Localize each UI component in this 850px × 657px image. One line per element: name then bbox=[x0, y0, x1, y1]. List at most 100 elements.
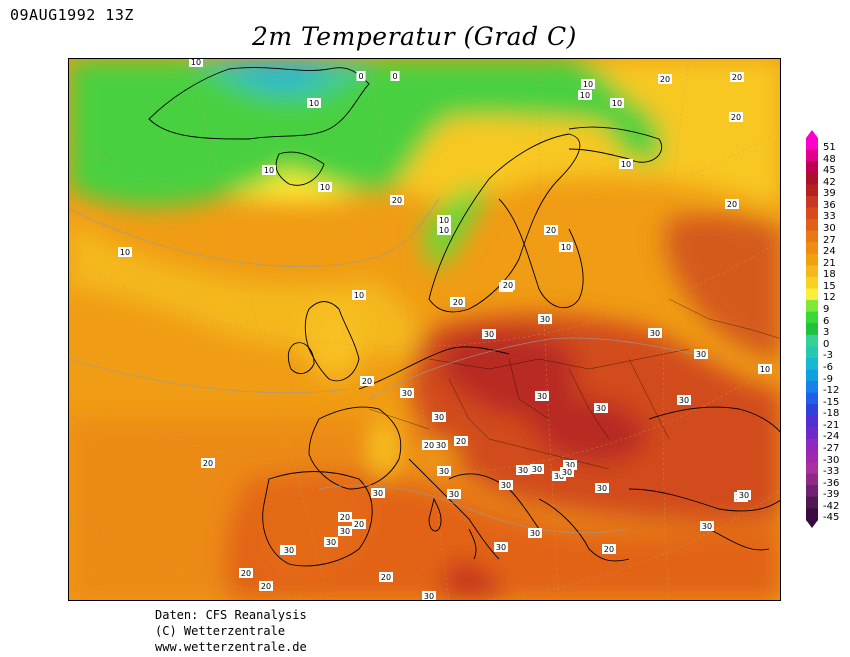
legend-colorbar bbox=[806, 130, 818, 528]
legend-swatch bbox=[806, 415, 818, 428]
legend-level-label: 6 bbox=[823, 315, 830, 327]
legend-level-label: 15 bbox=[823, 280, 836, 292]
isotherm-label: 30 bbox=[499, 480, 513, 490]
svg-text:30: 30 bbox=[679, 396, 689, 405]
legend-level-label: 42 bbox=[823, 176, 836, 188]
isotherm-label: 30 bbox=[700, 521, 714, 531]
isotherm-label: 20 bbox=[422, 440, 436, 450]
isotherm-label: 10 bbox=[307, 98, 321, 108]
legend-level-label: 9 bbox=[823, 304, 830, 316]
svg-text:20: 20 bbox=[381, 573, 391, 582]
legend-swatch bbox=[806, 450, 818, 463]
svg-text:30: 30 bbox=[596, 404, 606, 413]
isotherm-label: 20 bbox=[390, 195, 404, 205]
svg-text:10: 10 bbox=[191, 59, 201, 67]
svg-text:20: 20 bbox=[731, 113, 741, 122]
legend-swatch bbox=[806, 323, 818, 336]
legend-swatch bbox=[806, 138, 818, 151]
isotherm-label: 30 bbox=[563, 460, 577, 470]
legend-arrow-top bbox=[806, 130, 818, 138]
legend-swatch bbox=[806, 172, 818, 185]
isotherm-label: 30 bbox=[552, 471, 566, 481]
isotherm-label: 30 bbox=[447, 489, 461, 499]
legend-level-label: -21 bbox=[823, 419, 840, 431]
svg-text:30: 30 bbox=[424, 592, 434, 601]
isotherm-label: 30 bbox=[560, 467, 574, 477]
legend-swatch bbox=[806, 485, 818, 498]
svg-text:30: 30 bbox=[702, 522, 712, 531]
svg-text:30: 30 bbox=[554, 472, 564, 481]
isotherm-label: 20 bbox=[725, 199, 739, 209]
timestamp: 09AUG1992 13Z bbox=[10, 6, 134, 24]
svg-text:30: 30 bbox=[696, 350, 706, 359]
legend-swatch bbox=[806, 195, 818, 208]
legend-swatch bbox=[806, 404, 818, 417]
svg-text:30: 30 bbox=[562, 468, 572, 477]
svg-text:10: 10 bbox=[120, 248, 130, 257]
svg-text:30: 30 bbox=[284, 546, 294, 555]
legend-level-label: 48 bbox=[823, 153, 836, 165]
legend-swatch bbox=[806, 149, 818, 162]
isotherm-label: 0 bbox=[356, 71, 366, 81]
svg-text:10: 10 bbox=[612, 99, 622, 108]
svg-text:0: 0 bbox=[392, 72, 397, 81]
isotherm-label: 30 bbox=[437, 466, 451, 476]
svg-text:30: 30 bbox=[530, 529, 540, 538]
isotherm-label: 20 bbox=[379, 572, 393, 582]
legend-swatch bbox=[806, 161, 818, 174]
isotherm-label: 30 bbox=[535, 391, 549, 401]
isotherm-label: 30 bbox=[494, 542, 508, 552]
svg-text:10: 10 bbox=[561, 243, 571, 252]
legend-swatch bbox=[806, 207, 818, 220]
svg-text:20: 20 bbox=[453, 298, 463, 307]
legend-swatch bbox=[806, 184, 818, 197]
svg-text:30: 30 bbox=[650, 329, 660, 338]
isotherm-label: 10 bbox=[437, 215, 451, 225]
legend-swatch bbox=[806, 473, 818, 486]
svg-text:20: 20 bbox=[727, 200, 737, 209]
isotherm-label: 10 bbox=[437, 225, 451, 235]
isotherm-label: 20 bbox=[201, 458, 215, 468]
svg-text:10: 10 bbox=[309, 99, 319, 108]
svg-text:30: 30 bbox=[434, 413, 444, 422]
legend-swatch bbox=[806, 438, 818, 452]
svg-text:30: 30 bbox=[496, 543, 506, 552]
legend-level-label: -3 bbox=[823, 350, 833, 362]
isotherm-label: 20 bbox=[658, 74, 672, 84]
isotherm-label: 10 bbox=[352, 290, 366, 300]
svg-text:20: 20 bbox=[241, 569, 251, 578]
isotherm-label: 10 bbox=[758, 364, 772, 374]
isotherm-label: 10 bbox=[189, 59, 203, 67]
legend-level-label: 18 bbox=[823, 269, 836, 281]
legend-level-label: 3 bbox=[823, 327, 830, 339]
map-isotherm-labels: 2010001010101020201010201010101010202020… bbox=[118, 59, 772, 601]
website-url: www.wetterzentrale.de bbox=[155, 640, 307, 654]
map-title: 2m Temperatur (Grad C) bbox=[252, 22, 577, 51]
legend-swatch bbox=[806, 300, 818, 313]
legend-swatch bbox=[806, 508, 818, 521]
legend-level-label: 21 bbox=[823, 257, 836, 269]
svg-text:30: 30 bbox=[537, 392, 547, 401]
isotherm-label: 20 bbox=[454, 436, 468, 446]
svg-text:20: 20 bbox=[503, 281, 513, 290]
svg-text:30: 30 bbox=[449, 490, 459, 499]
legend-level-label: 0 bbox=[823, 338, 830, 350]
isotherm-label: 30 bbox=[432, 412, 446, 422]
isotherm-label: 10 bbox=[581, 79, 595, 89]
isotherm-label: 20 bbox=[730, 72, 744, 82]
isotherm-label: 30 bbox=[694, 349, 708, 359]
svg-text:10: 10 bbox=[439, 216, 449, 225]
svg-text:20: 20 bbox=[261, 582, 271, 591]
svg-text:20: 20 bbox=[392, 196, 402, 205]
svg-text:30: 30 bbox=[326, 538, 336, 547]
svg-text:20: 20 bbox=[203, 459, 213, 468]
isotherm-label: 30 bbox=[528, 528, 542, 538]
legend-swatch bbox=[806, 496, 818, 509]
copyright: (C) Wetterzentrale bbox=[155, 624, 286, 638]
svg-text:30: 30 bbox=[518, 466, 528, 475]
isotherm-label: 30 bbox=[594, 403, 608, 413]
isotherm-label: 20 bbox=[501, 280, 515, 290]
isotherm-label: 20 bbox=[451, 297, 465, 307]
isotherm-label: 30 bbox=[422, 591, 436, 601]
svg-text:30: 30 bbox=[501, 481, 511, 490]
